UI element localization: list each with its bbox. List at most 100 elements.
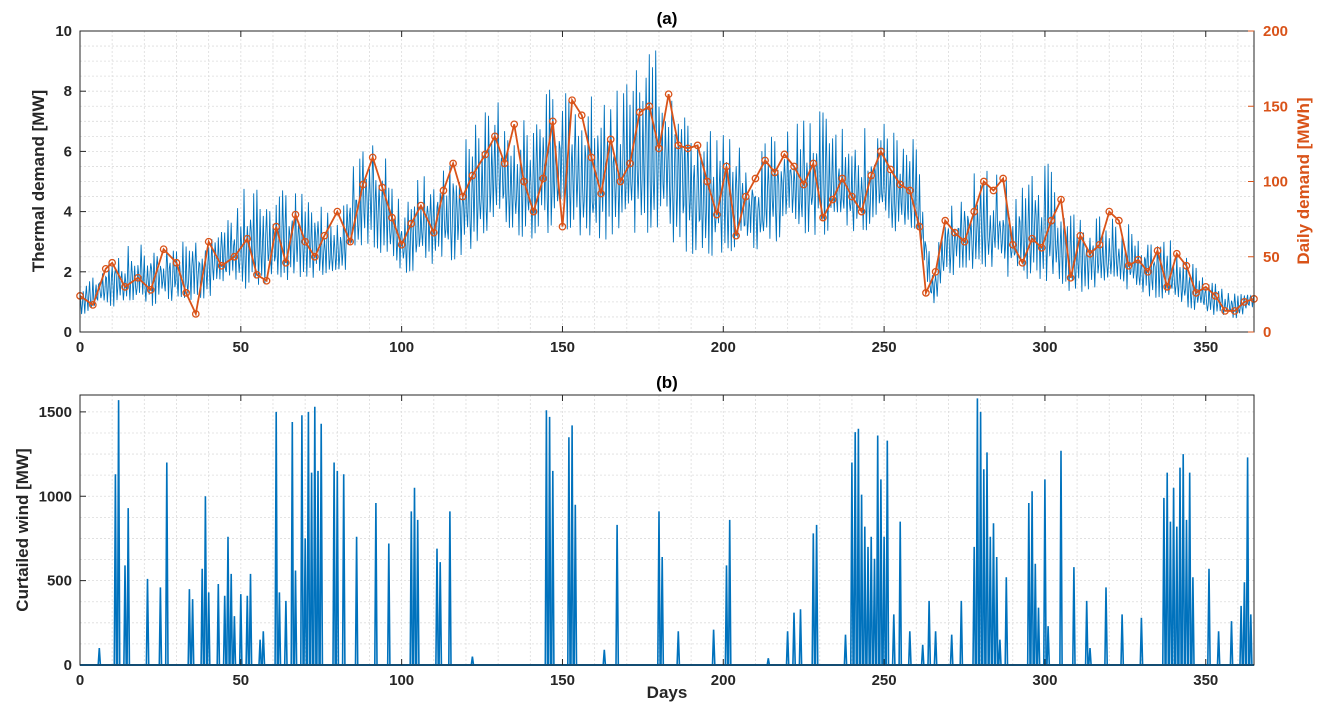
curtailed-wind-spike: [1168, 521, 1173, 666]
curtailed-wind-spike: [1184, 519, 1189, 666]
y-tick-label: 0: [64, 657, 72, 674]
curtailed-wind-spike: [1139, 617, 1144, 666]
curtailed-wind-spike: [853, 432, 858, 666]
curtailed-wind-spike: [1171, 487, 1176, 666]
curtailed-wind-spike: [811, 533, 816, 666]
daily-demand-point: [713, 210, 721, 219]
curtailed-wind-spike: [283, 600, 288, 666]
curtailed-wind-spike: [1242, 582, 1247, 666]
curtailed-wind-spike: [727, 519, 732, 666]
curtailed-wind-spike: [882, 536, 886, 666]
daily-demand-point: [941, 216, 950, 225]
curtailed-wind-spike: [724, 565, 729, 666]
curtailed-wind-spike: [335, 470, 340, 666]
y-right-tick-label: 0: [1263, 324, 1271, 341]
y-tick-label: 2: [64, 264, 72, 281]
daily-demand-point: [1115, 216, 1123, 225]
curtailed-wind-spike: [1030, 491, 1034, 666]
daily-demand-point: [134, 273, 142, 282]
daily-demand-point: [915, 222, 924, 231]
curtailed-wind-spike: [1033, 563, 1038, 666]
daily-demand-point: [1066, 273, 1075, 282]
curtailed-wind-spike: [1181, 454, 1186, 666]
daily-demand-point: [388, 213, 396, 222]
curtailed-wind-spike: [766, 658, 771, 666]
curtailed-wind-spike: [415, 519, 420, 666]
curtailed-wind-spike: [872, 558, 877, 666]
x-tick-label: 150: [550, 672, 575, 689]
curtailed-wind-spike: [187, 589, 192, 666]
daily-demand-point: [1211, 292, 1220, 300]
panel-b-x-ticks: 0 50 100 150 200 250 300 350: [76, 395, 1218, 689]
curtailed-wind-spike: [293, 570, 298, 666]
curtailed-wind-spike: [1165, 472, 1170, 666]
daily-demand-point: [761, 156, 769, 165]
curtailed-wind-spike: [319, 423, 324, 666]
daily-demand-point: [121, 282, 129, 291]
y-tick-label: 10: [55, 23, 72, 40]
daily-demand-point: [989, 186, 998, 195]
curtailed-wind-spike: [216, 583, 221, 666]
panel-b-y-ticks: 0 500 1000 1500: [39, 404, 86, 674]
curtailed-wind-spike: [981, 469, 986, 666]
curtailed-wind-spike: [959, 600, 964, 666]
curtailed-wind-spike: [435, 548, 439, 666]
daily-demand-point: [500, 159, 509, 168]
y-tick-label: 6: [64, 143, 72, 160]
panel-a-y-label-right: Daily demand [MWh]: [1294, 97, 1313, 264]
panel-a-x-ticks: 0 50 100 150 200 250 300 350: [76, 31, 1218, 356]
daily-demand-point: [1163, 282, 1172, 291]
daily-demand-point: [1018, 258, 1027, 267]
x-tick-label: 200: [711, 339, 736, 356]
curtailed-wind-spike: [438, 562, 443, 666]
daily-demand-point: [722, 162, 731, 171]
daily-demand-point: [458, 192, 467, 201]
curtailed-wind-spike: [676, 631, 681, 666]
daily-demand-point: [301, 237, 310, 246]
y-tick-label: 8: [64, 83, 72, 100]
curtailed-wind-spike: [277, 592, 282, 666]
curtailed-wind-spike: [303, 538, 308, 666]
x-tick-label: 350: [1193, 672, 1218, 689]
curtailed-wind-spike: [1004, 577, 1009, 666]
curtailed-wind-spike: [409, 511, 414, 666]
y-tick-label: 1500: [39, 404, 72, 421]
daily-demand-point: [320, 231, 329, 240]
curtailed-wind-spike: [875, 435, 880, 666]
curtailed-wind-spike: [1084, 600, 1089, 666]
curtailed-wind-spike: [978, 411, 983, 666]
daily-demand-point: [684, 144, 692, 153]
daily-demand-point: [1134, 255, 1143, 264]
curtailed-wind-spike: [1216, 631, 1221, 666]
curtailed-wind-spike: [1036, 607, 1041, 666]
curtailed-wind-spike: [920, 644, 925, 666]
daily-demand-point: [1037, 243, 1046, 252]
daily-demand-point: [828, 195, 837, 204]
curtailed-wind-spike: [907, 631, 912, 666]
daily-demand-point: [359, 180, 367, 189]
curtailed-wind-spike: [988, 536, 993, 666]
curtailed-wind-spike: [200, 568, 205, 666]
curtailed-wind-spike: [550, 470, 555, 666]
daily-demand-point: [368, 153, 377, 162]
curtailed-wind-spike: [190, 599, 195, 666]
daily-demand-point: [333, 207, 342, 216]
curtailed-wind-spike: [898, 521, 903, 666]
daily-demand-point: [693, 141, 702, 150]
curtailed-wind-spike: [123, 565, 127, 666]
curtailed-wind-spike: [309, 472, 314, 666]
curtailed-wind-spike: [206, 592, 211, 666]
daily-demand-point: [1095, 240, 1104, 249]
daily-demand-point: [1076, 231, 1085, 240]
daily-demand-point: [568, 96, 576, 105]
y-tick-label: 500: [47, 573, 72, 590]
daily-demand-point: [182, 289, 190, 297]
curtailed-wind-spike: [1104, 587, 1108, 666]
daily-demand-point: [1153, 246, 1162, 255]
daily-demand-point: [548, 117, 557, 126]
curtailed-wind-spike: [859, 494, 864, 666]
curtailed-wind-spike: [248, 573, 253, 666]
daily-demand-point: [481, 150, 490, 159]
curtailed-wind-spike: [849, 462, 854, 666]
curtailed-wind-spike: [299, 415, 304, 666]
